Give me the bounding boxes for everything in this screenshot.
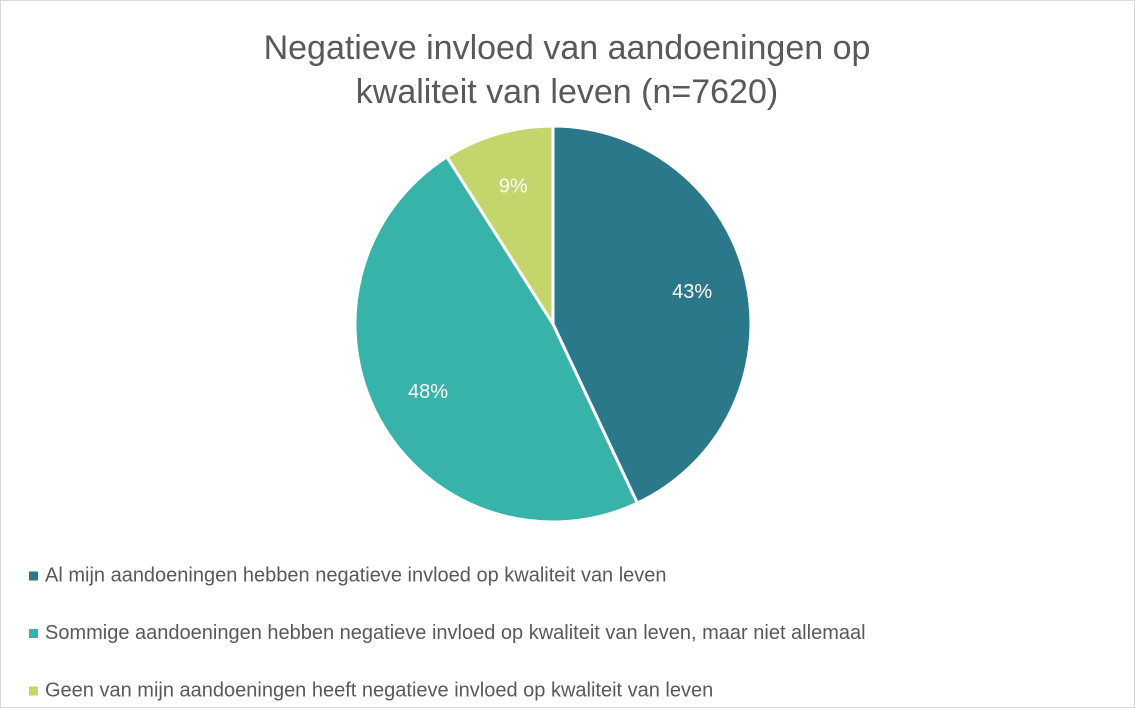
chart-title: Negatieve invloed van aandoeningen op kw… xyxy=(263,29,871,111)
pie-slice xyxy=(353,154,640,524)
legend-label: Geen van mijn aandoeningen heeft negatie… xyxy=(45,679,713,701)
pie-slice xyxy=(551,124,753,506)
pie-slice xyxy=(444,124,555,330)
data-label: 43% xyxy=(672,281,712,303)
legend-marker xyxy=(29,686,38,696)
data-label: 9% xyxy=(499,175,528,197)
legend-label: Al mijn aandoeningen hebben negatieve in… xyxy=(45,564,667,586)
data-label: 48% xyxy=(408,381,448,403)
legend-marker xyxy=(29,571,38,581)
legend-label: Sommige aandoeningen hebben negatieve in… xyxy=(45,622,866,644)
legend-marker xyxy=(29,629,38,638)
